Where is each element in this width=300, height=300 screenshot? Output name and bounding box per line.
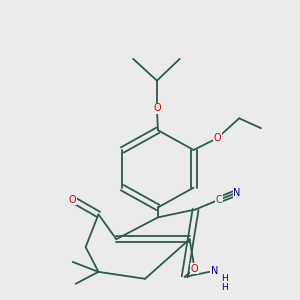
Text: O: O [191,264,198,274]
Text: C: C [216,194,223,205]
Text: H: H [221,274,228,283]
Text: O: O [214,133,221,143]
Text: N: N [211,266,218,276]
Text: H: H [221,284,228,292]
Text: N: N [233,188,241,198]
Text: O: O [153,103,161,113]
Text: O: O [69,194,76,205]
